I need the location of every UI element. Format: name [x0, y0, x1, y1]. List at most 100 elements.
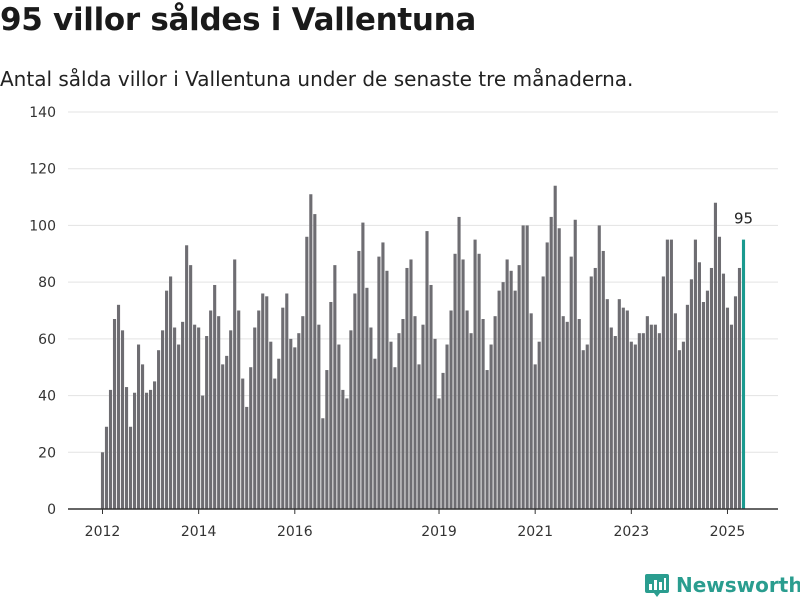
bar: [305, 236, 309, 509]
bar: [541, 276, 545, 509]
bar: [461, 259, 465, 509]
x-tick-label: 2016: [277, 524, 313, 540]
bar: [437, 398, 441, 509]
bar: [473, 239, 477, 510]
y-tick-label: 80: [38, 275, 56, 291]
bar: [517, 265, 521, 509]
bar: [249, 367, 253, 509]
bar: [145, 392, 149, 509]
bar: [549, 216, 553, 510]
bar: [457, 216, 461, 510]
bar: [141, 364, 145, 509]
bar: [373, 358, 377, 509]
bar: [481, 319, 485, 509]
bar: [201, 395, 205, 509]
bar: [701, 301, 705, 509]
bar: [245, 406, 249, 509]
x-tick-label: 2012: [85, 524, 121, 540]
bar: [565, 321, 569, 509]
bar: [521, 225, 525, 509]
bar: [269, 341, 273, 509]
tick-labels: 0 20 40 60 80 100 120 140 95 2012 2014 2016 2019 2021…: [29, 105, 753, 540]
bar: [577, 319, 581, 509]
bar: [377, 256, 381, 509]
y-tick-label: 120: [29, 162, 56, 178]
bar: [124, 387, 129, 509]
bar: [225, 355, 229, 509]
bar: [733, 296, 738, 509]
bar: [665, 239, 669, 510]
bar: [453, 253, 457, 509]
bar: [513, 290, 517, 509]
bar: [177, 344, 181, 509]
bar: [321, 418, 325, 509]
bar: [633, 344, 637, 509]
bar: [185, 245, 189, 509]
bar: [277, 358, 281, 509]
bar: [169, 276, 173, 509]
bar: [429, 284, 433, 509]
bar: [197, 327, 201, 509]
bar: [157, 350, 161, 509]
bar: [693, 239, 697, 510]
bar: [525, 225, 529, 509]
bar: [405, 267, 409, 509]
brand-logo: Newsworthy: [644, 570, 800, 600]
bar: [337, 344, 341, 509]
bar: [161, 330, 165, 509]
bar: [116, 304, 121, 509]
bar: [569, 256, 573, 509]
bar: [505, 259, 509, 509]
bar: [729, 324, 734, 509]
bar: [381, 242, 385, 509]
bar: [357, 250, 361, 509]
bar: [685, 304, 689, 509]
bar: [257, 310, 261, 509]
y-tick-label: 0: [47, 502, 56, 518]
bar: [485, 370, 489, 509]
bar: [369, 327, 373, 509]
bar: [509, 270, 513, 509]
bar: [489, 344, 493, 509]
bar: [585, 344, 589, 509]
bar: [409, 259, 413, 509]
bar: [345, 398, 349, 509]
bar: [537, 341, 541, 509]
bar: [317, 324, 321, 509]
bar: [717, 236, 722, 509]
bar: [697, 262, 701, 509]
bar: [441, 372, 445, 509]
bar: [421, 324, 425, 509]
bar: [261, 293, 265, 509]
bar: [561, 316, 565, 509]
bar: [713, 202, 718, 510]
y-tick-label: 40: [38, 389, 56, 405]
bar: [237, 310, 241, 509]
bar: [477, 253, 481, 509]
bar: [629, 341, 633, 509]
bar: [108, 389, 113, 509]
bar: [581, 350, 585, 509]
bar: [689, 279, 693, 509]
bar: [149, 389, 153, 509]
bar-latest: [741, 239, 746, 510]
bar: [333, 265, 337, 509]
bar: [325, 370, 329, 509]
bar: [189, 265, 193, 509]
bar: [313, 214, 317, 509]
latest-value-label: 95: [734, 210, 753, 228]
bar: [309, 194, 313, 510]
bar: [661, 276, 665, 509]
bar: [641, 333, 645, 509]
bar: [709, 267, 714, 509]
bar: [217, 316, 221, 509]
bar: [621, 307, 625, 509]
bar: [681, 341, 685, 509]
bar: [153, 381, 157, 509]
bar: [433, 338, 437, 509]
bar: [597, 225, 601, 509]
bar: [649, 324, 653, 509]
bar: [589, 276, 593, 509]
bar: [401, 319, 405, 509]
bar: [229, 330, 233, 509]
